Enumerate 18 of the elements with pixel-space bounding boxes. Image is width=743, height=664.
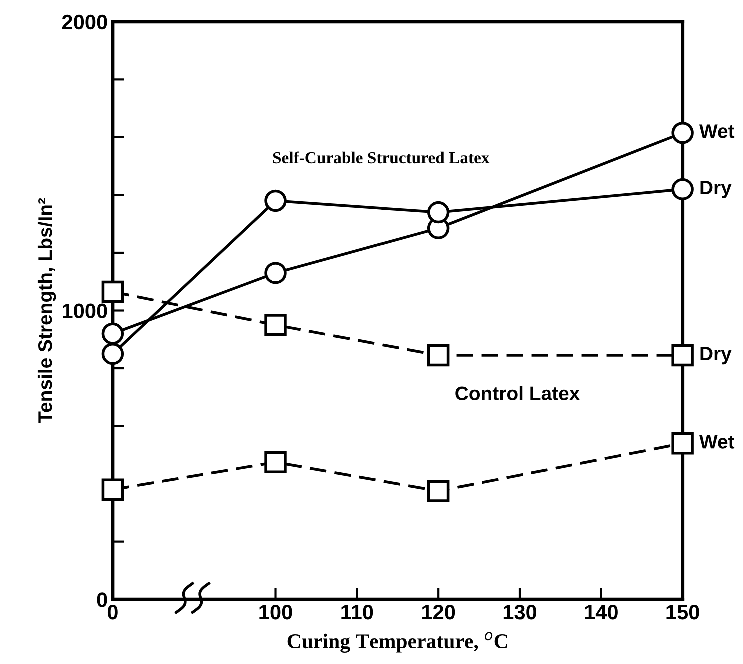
series-label: Wet (700, 124, 735, 138)
series-label: Wet (700, 435, 735, 449)
x-axis-title: Curing Temperature, $^{o}$C (288, 632, 508, 653)
series-label: Dry (700, 181, 732, 198)
x-tick-label: 120 (422, 605, 456, 620)
y-axis-title: Tensile Strength, Lbs/In² (38, 198, 56, 424)
y-tick-label: 2000 (62, 14, 108, 30)
x-tick-label: 110 (342, 605, 374, 620)
x-tick-label: 0 (108, 605, 118, 620)
y-tick-label: 0 (97, 592, 108, 608)
x-tick-label: 140 (585, 605, 618, 620)
annotation: Control Latex (456, 386, 580, 400)
x-tick-label: 150 (666, 605, 700, 620)
x-tick-label: 100 (260, 605, 292, 620)
x-tick-label: 130 (504, 605, 537, 620)
series-label: Dry (700, 347, 732, 365)
y-tick-label: 1000 (63, 304, 108, 319)
annotation: Self-Curable Structured Latex (273, 152, 490, 164)
